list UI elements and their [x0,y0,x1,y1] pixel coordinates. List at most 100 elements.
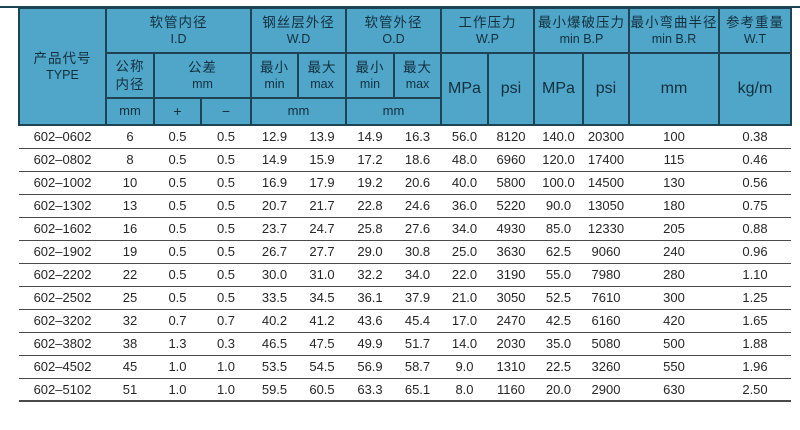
cell-bp_psi: 13050 [583,194,629,218]
cell-wp_psi: 5220 [488,194,534,218]
cell-tol_minus_mm: 0.5 [201,263,251,287]
cell-tol_minus_mm: 0.5 [201,194,251,218]
header-br-mm-unit: mm [628,52,720,126]
cell-bp_psi: 5080 [583,332,629,356]
cell-type: 602–1302 [19,194,106,218]
cell-wd_max_mm: 17.9 [298,171,346,195]
cell-wp_mpa: 22.0 [441,263,488,287]
cell-tol_plus_mm: 0.5 [154,194,201,218]
cell-wp_psi: 6960 [488,148,534,172]
cell-bp_mpa: 35.0 [534,332,583,356]
header-group-wp: 工作压力 W.P [440,7,535,54]
cell-br_mm: 240 [629,240,719,264]
cell-type: 602–1602 [19,217,106,241]
cell-bp_psi: 20300 [583,125,629,149]
table-row: 602–4502 45 1.0 1.0 53.5 54.5 56.9 58.7 9.0 1310 2… [19,355,791,379]
cell-br_mm: 205 [629,217,719,241]
cell-wd_max_mm: 13.9 [298,125,346,149]
cell-od_max_mm: 37.9 [394,286,441,310]
cell-br_mm: 420 [629,309,719,333]
cell-wd_min_mm: 33.5 [251,286,298,310]
cell-tol_minus_mm: 1.0 [201,378,251,402]
header-tolerance-minus: − [200,97,252,126]
cell-wp_psi: 3050 [488,286,534,310]
header-wt-kgm-unit: kg/m [718,52,792,126]
cell-br_mm: 180 [629,194,719,218]
cell-bp_psi: 7980 [583,263,629,287]
cell-bp_psi: 9060 [583,240,629,264]
header-product-type-zh: 产品代号 [33,50,92,66]
header-tolerance: 公差 mm [153,52,252,99]
cell-wt_kg_per_m: 1.25 [719,286,791,310]
cell-tol_minus_mm: 0.7 [201,309,251,333]
cell-tol_plus_mm: 1.3 [154,332,201,356]
cell-tol_minus_mm: 0.5 [201,125,251,149]
table-row: 602–1602 16 0.5 0.5 23.7 24.7 25.8 27.6 34.0 4930… [19,217,791,241]
cell-br_mm: 115 [629,148,719,172]
cell-od_min_mm: 14.9 [346,125,394,149]
cell-bp_mpa: 140.0 [534,125,583,149]
cell-wd_min_mm: 53.5 [251,355,298,379]
cell-wp_psi: 8120 [488,125,534,149]
header-nominal-id-unit: mm [105,97,155,126]
table-row: 602–3802 38 1.3 0.3 46.5 47.5 49.9 51.7 14.0 2030… [19,332,791,356]
cell-wt_kg_per_m: 0.75 [719,194,791,218]
cell-wd_min_mm: 46.5 [251,332,298,356]
cell-bp_mpa: 62.5 [534,240,583,264]
cell-od_max_mm: 51.7 [394,332,441,356]
cell-bp_mpa: 100.0 [534,171,583,195]
header-wd-max: 最大 max [297,52,347,99]
header-group-wd: 钢丝层外径 W.D [250,7,347,54]
header-wd-unit: mm [250,97,347,126]
cell-wp_psi: 5800 [488,171,534,195]
cell-wp_psi: 4930 [488,217,534,241]
header-bp-mpa-unit: MPa [533,52,584,126]
cell-type: 602–2502 [19,286,106,310]
table-row: 602–0602 6 0.5 0.5 12.9 13.9 14.9 16.3 56.0 8120 1… [19,125,791,149]
cell-tol_plus_mm: 1.0 [154,355,201,379]
cell-br_mm: 300 [629,286,719,310]
cell-type: 602–3802 [19,332,106,356]
cell-id_nominal_mm: 45 [106,355,154,379]
cell-tol_minus_mm: 0.5 [201,240,251,264]
table-row: 602–0802 8 0.5 0.5 14.9 15.9 17.2 18.6 48.0 6960 1… [19,148,791,172]
cell-wt_kg_per_m: 1.88 [719,332,791,356]
top-rule [0,6,800,8]
cell-tol_plus_mm: 1.0 [154,378,201,402]
cell-bp_psi: 17400 [583,148,629,172]
table-row: 602–1902 19 0.5 0.5 26.7 27.7 29.0 30.8 25.0 3630… [19,240,791,264]
cell-wp_mpa: 9.0 [441,355,488,379]
cell-type: 602–5102 [19,378,106,402]
cell-wp_psi: 2470 [488,309,534,333]
cell-tol_plus_mm: 0.5 [154,217,201,241]
cell-wd_max_mm: 15.9 [298,148,346,172]
cell-wt_kg_per_m: 0.96 [719,240,791,264]
cell-wp_psi: 3630 [488,240,534,264]
cell-wp_mpa: 8.0 [441,378,488,402]
cell-tol_plus_mm: 0.5 [154,240,201,264]
cell-bp_psi: 14500 [583,171,629,195]
cell-tol_plus_mm: 0.5 [154,148,201,172]
cell-wd_max_mm: 47.5 [298,332,346,356]
cell-type: 602–4502 [19,355,106,379]
cell-od_min_mm: 25.8 [346,217,394,241]
cell-wp_mpa: 25.0 [441,240,488,264]
cell-wp_mpa: 36.0 [441,194,488,218]
cell-wd_min_mm: 20.7 [251,194,298,218]
cell-wp_mpa: 34.0 [441,217,488,241]
cell-wp_mpa: 21.0 [441,286,488,310]
cell-br_mm: 630 [629,378,719,402]
cell-br_mm: 500 [629,332,719,356]
cell-od_max_mm: 65.1 [394,378,441,402]
cell-wd_max_mm: 41.2 [298,309,346,333]
table-row: 602–2202 22 0.5 0.5 30.0 31.0 32.2 34.0 22.0 3190… [19,263,791,287]
cell-bp_psi: 3260 [583,355,629,379]
cell-tol_plus_mm: 0.5 [154,263,201,287]
cell-id_nominal_mm: 32 [106,309,154,333]
cell-bp_mpa: 120.0 [534,148,583,172]
cell-wp_mpa: 48.0 [441,148,488,172]
cell-wd_min_mm: 14.9 [251,148,298,172]
cell-type: 602–1902 [19,240,106,264]
cell-od_max_mm: 20.6 [394,171,441,195]
